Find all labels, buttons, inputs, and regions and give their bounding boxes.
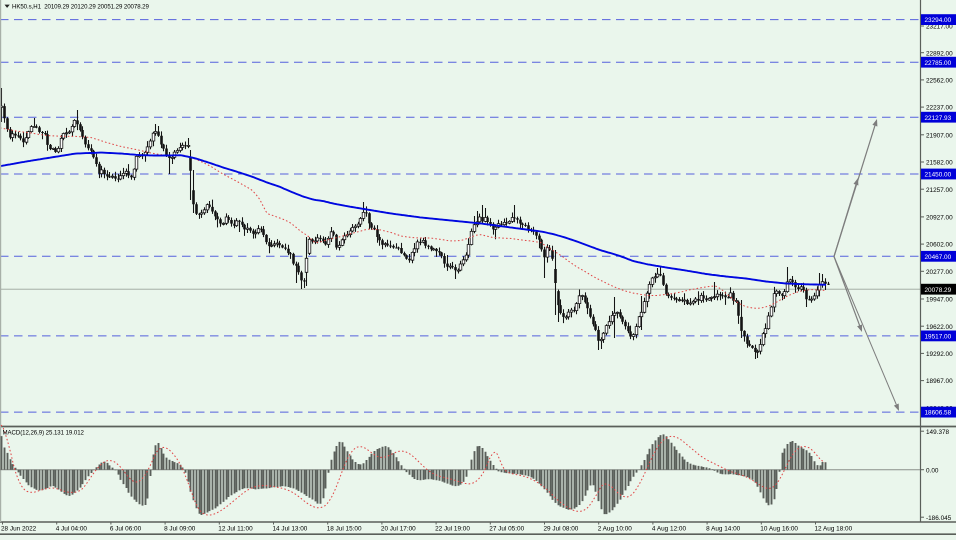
svg-text:4 Aug 12:00: 4 Aug 12:00 [652, 526, 687, 533]
svg-text:20927.00: 20927.00 [926, 215, 953, 222]
svg-text:19292.00: 19292.00 [926, 351, 953, 358]
svg-text:21257.00: 21257.00 [926, 187, 953, 194]
svg-text:149.378: 149.378 [926, 429, 950, 436]
svg-text:12 Jul 11:00: 12 Jul 11:00 [218, 526, 253, 533]
svg-text:19517.00: 19517.00 [925, 334, 952, 341]
svg-text:20467.00: 20467.00 [925, 254, 952, 261]
svg-text:8 Aug 14:00: 8 Aug 14:00 [706, 526, 741, 533]
svg-text:23217.00: 23217.00 [926, 24, 953, 31]
svg-text:20602.00: 20602.00 [926, 242, 953, 249]
svg-text:21582.00: 21582.00 [926, 160, 953, 167]
svg-text:21907.00: 21907.00 [926, 132, 953, 139]
svg-text:21450.00: 21450.00 [925, 172, 952, 179]
svg-text:0.00: 0.00 [926, 467, 939, 474]
svg-text:19622.00: 19622.00 [926, 324, 953, 331]
svg-text:29 Jul 08:00: 29 Jul 08:00 [544, 526, 579, 533]
svg-text:-186.045: -186.045 [926, 515, 952, 522]
svg-text:19947.00: 19947.00 [926, 297, 953, 304]
svg-text:20277.00: 20277.00 [926, 269, 953, 276]
svg-text:18967.00: 18967.00 [926, 378, 953, 385]
svg-text:22785.00: 22785.00 [925, 60, 952, 67]
svg-text:10 Aug 16:00: 10 Aug 16:00 [760, 526, 798, 533]
svg-text:22892.00: 22892.00 [926, 50, 953, 57]
svg-text:18606.58: 18606.58 [925, 410, 952, 417]
svg-text:MACD(12,26,9) 25.131 19.012: MACD(12,26,9) 25.131 19.012 [3, 430, 85, 437]
svg-text:HK50.s,H1 20109.29 20120.29 2: HK50.s,H1 20109.29 20120.29 20051.29 200… [12, 4, 150, 11]
svg-text:22127.93: 22127.93 [925, 115, 952, 122]
svg-text:2 Aug 10:00: 2 Aug 10:00 [598, 526, 633, 533]
svg-text:22237.00: 22237.00 [926, 105, 953, 112]
svg-text:14 Jul 13:00: 14 Jul 13:00 [273, 526, 308, 533]
svg-text:18 Jul 15:00: 18 Jul 15:00 [327, 526, 362, 533]
svg-text:20078.29: 20078.29 [925, 287, 952, 294]
svg-text:22 Jul 19:00: 22 Jul 19:00 [435, 526, 470, 533]
svg-text:8 Jul 09:00: 8 Jul 09:00 [164, 526, 196, 533]
svg-text:6 Jul 06:00: 6 Jul 06:00 [110, 526, 142, 533]
svg-text:12 Aug 18:00: 12 Aug 18:00 [815, 526, 853, 533]
svg-text:20 Jul 17:00: 20 Jul 17:00 [381, 526, 416, 533]
svg-text:4 Jul 04:00: 4 Jul 04:00 [56, 526, 88, 533]
svg-text:27 Jul 05:00: 27 Jul 05:00 [489, 526, 524, 533]
svg-text:28 Jun 2022: 28 Jun 2022 [1, 526, 37, 533]
svg-text:22562.00: 22562.00 [926, 78, 953, 85]
svg-text:23294.00: 23294.00 [925, 17, 952, 24]
